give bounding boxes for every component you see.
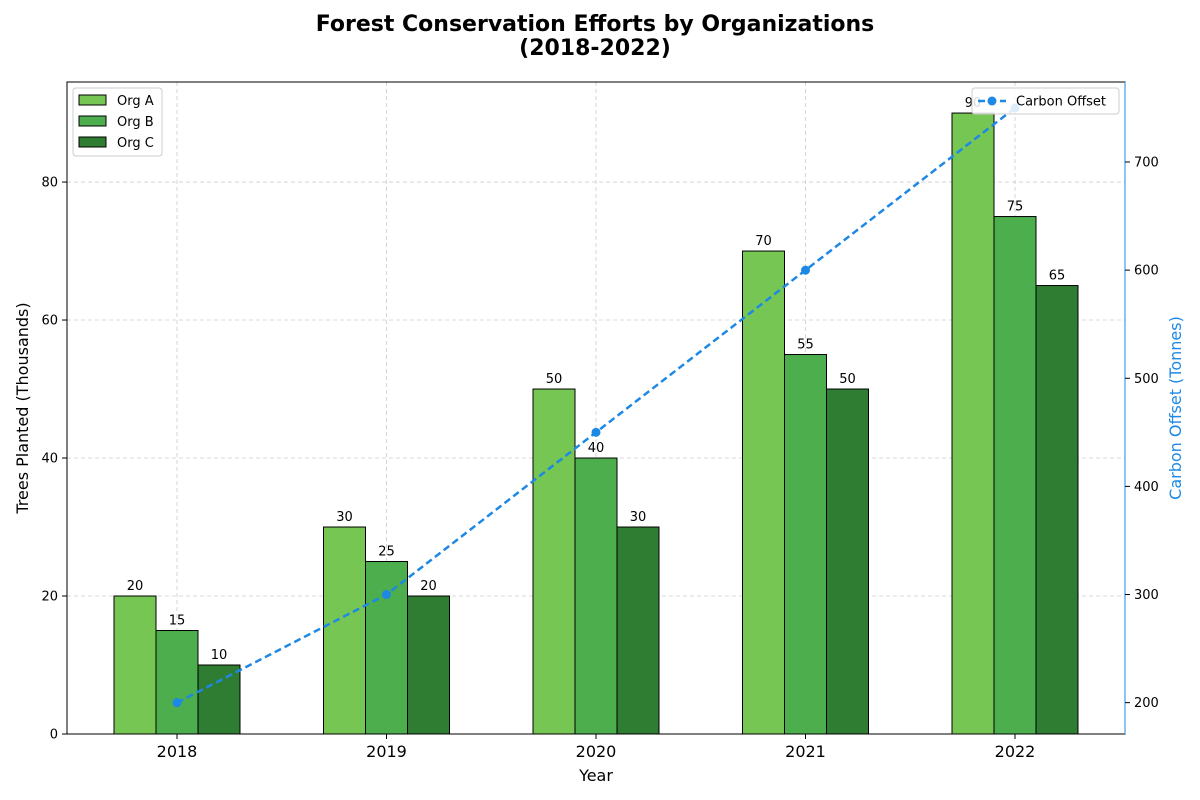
y-axis-label: Trees Planted (Thousands) xyxy=(13,302,32,514)
bar-value-label: 25 xyxy=(378,545,395,560)
y2-tick-label: 300 xyxy=(1134,588,1159,603)
bar-value-label: 70 xyxy=(755,234,772,249)
bar-org-b xyxy=(993,216,1037,735)
bar-org-c xyxy=(826,388,869,735)
y2-tick-label: 500 xyxy=(1134,372,1159,387)
bar-org-c xyxy=(407,595,450,735)
legend-bars: Org A Org B Org C xyxy=(72,87,163,157)
bar-value-label: 15 xyxy=(169,614,186,629)
carbon-offset-point xyxy=(382,590,391,600)
x-tick-label: 2019 xyxy=(366,742,407,761)
y2-axis-ticks: 200 300 400 500 600 700 xyxy=(1125,156,1159,711)
bar-org-b xyxy=(784,354,827,735)
x-tick-label: 2021 xyxy=(785,742,826,761)
bar-org-c xyxy=(616,526,660,735)
legend-swatch xyxy=(78,115,107,127)
bar-org-a xyxy=(113,595,157,735)
y-axis-ticks: 0 20 40 60 80 xyxy=(41,176,67,743)
bar-value-label: 50 xyxy=(839,372,856,387)
y-tick-label: 20 xyxy=(41,590,58,605)
bar-value-label: 75 xyxy=(1007,200,1024,215)
legend-line-label: Carbon Offset xyxy=(1016,95,1106,110)
bar-value-label: 30 xyxy=(336,510,353,525)
legend-line-marker xyxy=(987,96,997,106)
bar-value-label: 65 xyxy=(1049,269,1066,284)
legend-label: Org B xyxy=(117,115,154,130)
y2-tick-label: 400 xyxy=(1134,480,1159,495)
carbon-offset-point xyxy=(801,265,810,275)
y2-axis-label: Carbon Offset (Tonnes) xyxy=(1166,316,1185,500)
bar-value-label: 40 xyxy=(588,441,605,456)
bar-org-a xyxy=(951,112,995,735)
bar-org-b xyxy=(365,561,408,735)
legend-label: Org A xyxy=(117,94,154,109)
bar-org-a xyxy=(532,388,576,735)
x-tick-label: 2022 xyxy=(995,742,1036,761)
legend-label: Org C xyxy=(117,136,154,151)
bar-value-label: 55 xyxy=(797,338,814,353)
bar-org-b xyxy=(155,630,199,735)
chart-title-line2: (2018-2022) xyxy=(519,36,671,61)
bar-org-a xyxy=(742,250,785,735)
bar-value-label: 50 xyxy=(546,372,563,387)
legend-swatch xyxy=(78,136,107,148)
bar-value-label: 20 xyxy=(127,579,144,594)
bar-org-a xyxy=(323,526,366,735)
x-axis-label: Year xyxy=(578,766,613,785)
legend-line: Carbon Offset xyxy=(971,87,1120,115)
y2-tick-label: 200 xyxy=(1134,696,1159,711)
carbon-offset-point xyxy=(591,427,601,437)
bar-org-c xyxy=(1035,285,1079,735)
bar-value-label: 20 xyxy=(420,579,437,594)
legend-line-box xyxy=(971,87,1120,115)
y2-tick-label: 700 xyxy=(1134,156,1159,171)
bars xyxy=(113,112,1079,735)
carbon-offset-point xyxy=(172,698,182,708)
legend-swatch xyxy=(78,94,107,106)
y2-tick-label: 600 xyxy=(1134,264,1159,279)
x-axis-ticks: 2018 2019 2020 2021 2022 xyxy=(157,734,1036,761)
y-tick-label: 60 xyxy=(41,314,58,329)
y-tick-label: 0 xyxy=(50,728,58,743)
y-tick-label: 40 xyxy=(41,452,58,467)
bar-org-b xyxy=(574,457,618,735)
bar-value-label: 10 xyxy=(211,648,228,663)
x-tick-label: 2018 xyxy=(157,742,198,761)
chart-title-line1: Forest Conservation Efforts by Organizat… xyxy=(316,12,875,37)
x-tick-label: 2020 xyxy=(576,742,617,761)
bar-value-label: 30 xyxy=(630,510,647,525)
bar-org-c xyxy=(197,664,241,735)
y-tick-label: 80 xyxy=(41,176,58,191)
